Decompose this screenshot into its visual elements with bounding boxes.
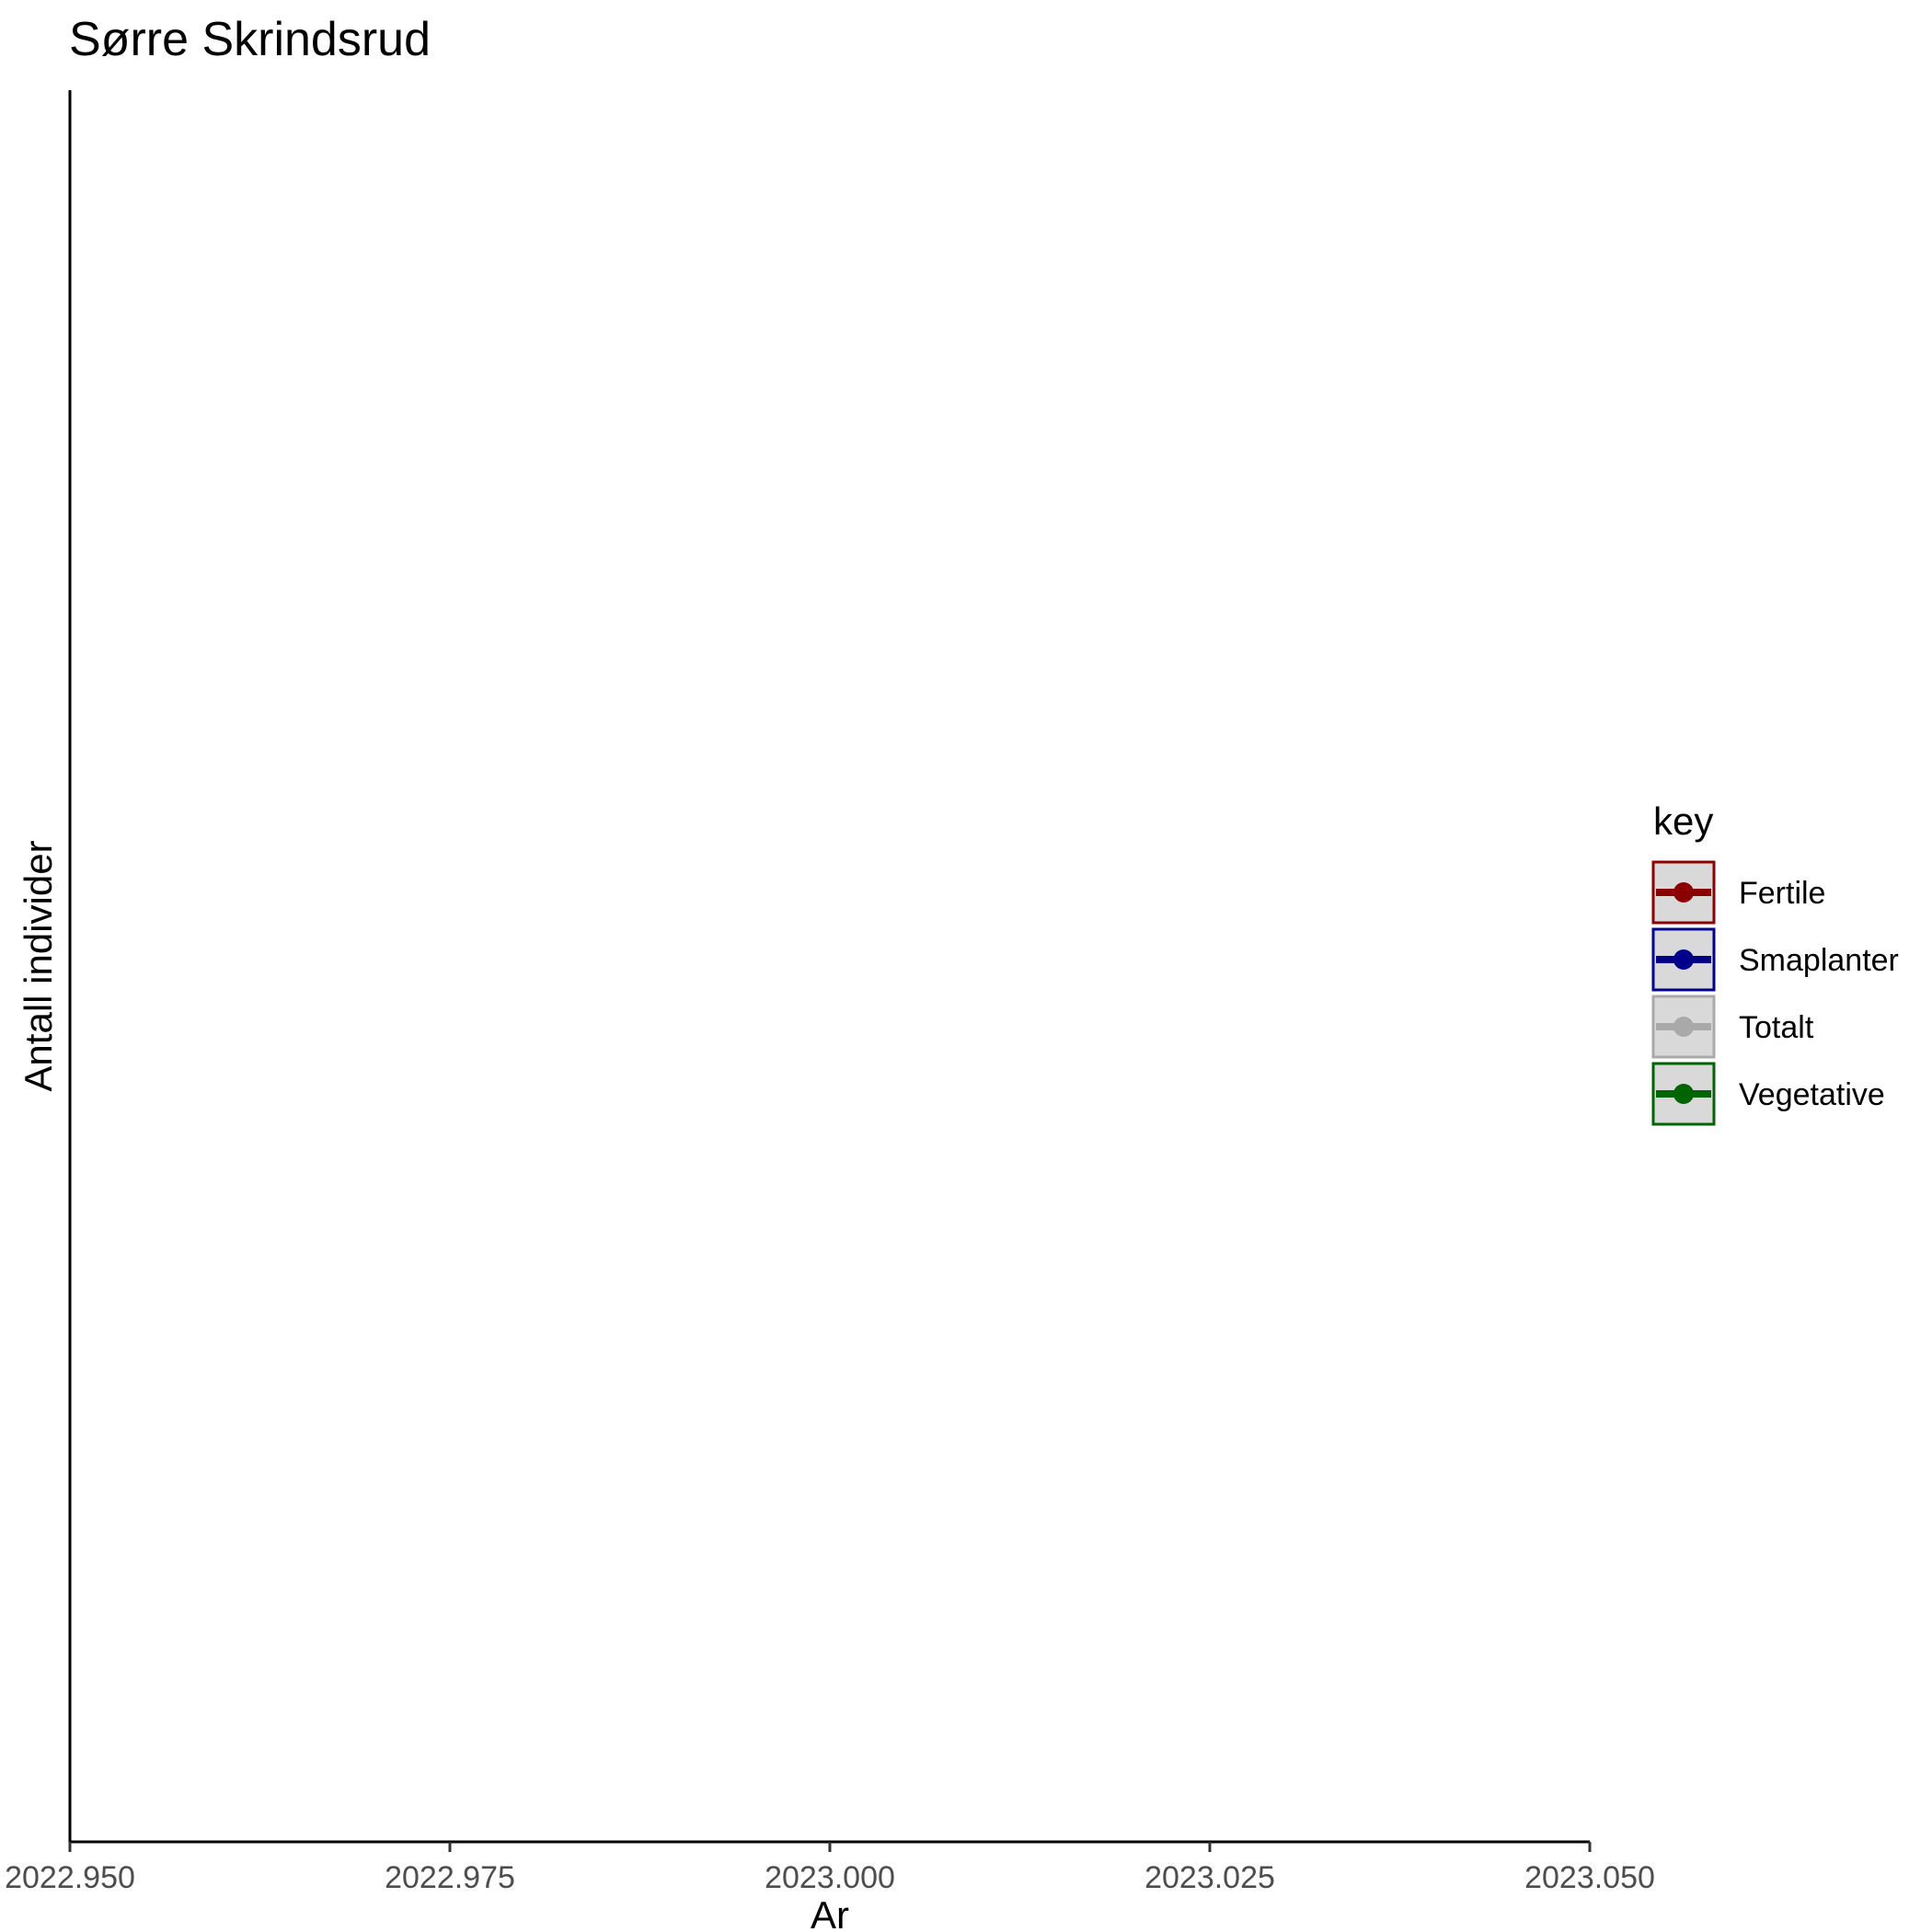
legend-key-point xyxy=(1673,949,1694,970)
legend-entry-totalt: Totalt xyxy=(1651,995,1814,1059)
x-tick-label: 2023.025 xyxy=(1144,1860,1275,1895)
x-axis-label: Ar xyxy=(811,1893,849,1932)
legend-entry-smaplanter: Smaplanter xyxy=(1651,927,1899,992)
x-tick-label: 2023.000 xyxy=(765,1860,895,1895)
x-ticks: 2022.950 2022.975 2023.000 2023.025 2023.050 xyxy=(5,1842,1655,1895)
legend-key-point xyxy=(1673,1084,1694,1104)
x-tick-label: 2022.950 xyxy=(5,1860,135,1895)
legend-label: Vegetative xyxy=(1739,1077,1885,1112)
plot-area: 2022.950 2022.975 2023.000 2023.025 2023.050 xyxy=(5,90,1655,1895)
legend-entries: Fertile Smaplanter Totalt Vegetative xyxy=(1651,860,1899,1126)
legend-key-point xyxy=(1673,882,1694,903)
legend-label: Smaplanter xyxy=(1739,943,1899,978)
legend: key Fertile Smaplanter Totalt Vegetative xyxy=(1651,799,1899,1126)
x-tick-label: 2022.975 xyxy=(385,1860,515,1895)
y-axis-label: Antall individer xyxy=(17,840,60,1091)
legend-label: Fertile xyxy=(1739,876,1825,911)
legend-entry-vegetative: Vegetative xyxy=(1651,1062,1885,1126)
legend-key-point xyxy=(1673,1017,1694,1037)
legend-entry-fertile: Fertile xyxy=(1651,860,1825,925)
chart-title: Sørre Skrindsrud xyxy=(69,13,431,66)
legend-label: Totalt xyxy=(1739,1010,1814,1045)
legend-title: key xyxy=(1653,799,1713,843)
x-tick-label: 2023.050 xyxy=(1524,1860,1655,1895)
